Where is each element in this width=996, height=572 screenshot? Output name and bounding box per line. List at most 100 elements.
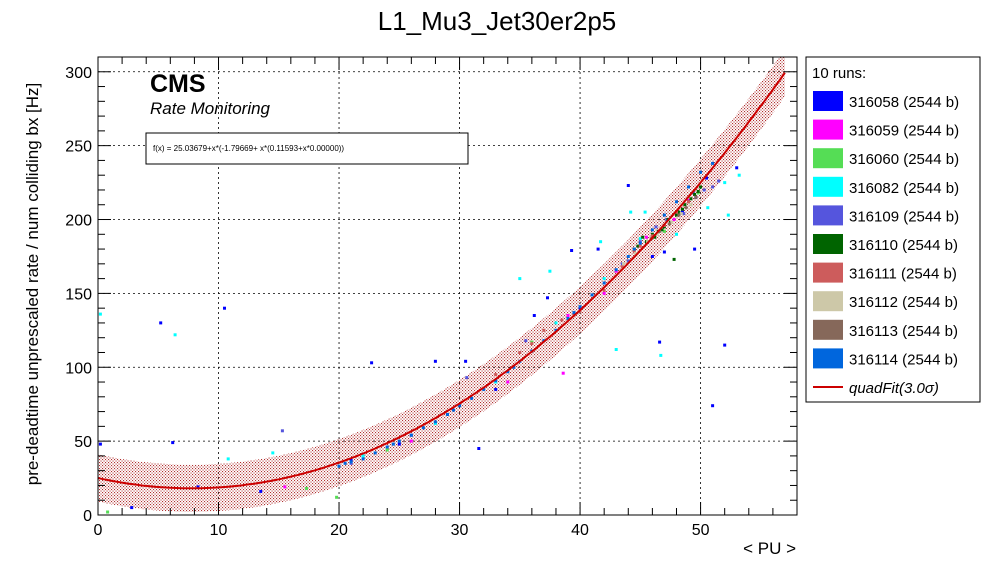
data-point bbox=[684, 206, 688, 210]
legend-swatch bbox=[813, 119, 843, 140]
data-point bbox=[638, 241, 642, 245]
data-point bbox=[570, 249, 574, 252]
data-point bbox=[494, 387, 498, 391]
axis-ticks: 0 10 20 30 40 50 0 50 100 150 200 250 300 bbox=[65, 56, 798, 539]
data-point bbox=[689, 197, 693, 201]
data-point bbox=[681, 207, 684, 211]
legend-label: 316110 (2544 b) bbox=[849, 237, 958, 254]
data-point bbox=[650, 228, 654, 232]
data-point bbox=[572, 311, 576, 315]
x-tick-label: 20 bbox=[330, 522, 348, 539]
data-point bbox=[482, 387, 486, 391]
data-point bbox=[706, 206, 710, 210]
fit-formula: f(x) = 25.03679+x*(-1.79669+ x*(0.11593+… bbox=[153, 144, 344, 153]
legend-box bbox=[805, 56, 981, 403]
data-point bbox=[634, 252, 637, 255]
plot-frame bbox=[97, 56, 798, 516]
legend-label: 316060 (2544 b) bbox=[849, 151, 959, 168]
data-point bbox=[655, 232, 659, 236]
data-point bbox=[677, 213, 681, 217]
y-tick-label: 50 bbox=[74, 434, 92, 451]
data-point bbox=[512, 365, 516, 369]
data-point bbox=[506, 380, 510, 384]
data-point bbox=[98, 312, 102, 316]
data-point bbox=[305, 486, 308, 490]
data-point bbox=[409, 439, 413, 443]
legend-header: 10 runs: bbox=[812, 65, 866, 82]
data-point bbox=[629, 210, 633, 214]
data-point bbox=[626, 259, 630, 263]
data-point bbox=[518, 277, 522, 281]
data-point bbox=[638, 237, 642, 241]
fit-line bbox=[97, 72, 786, 490]
legend-swatch bbox=[813, 262, 843, 283]
data-point bbox=[643, 210, 647, 214]
data-point bbox=[699, 185, 703, 189]
data-point bbox=[171, 441, 175, 445]
data-point bbox=[662, 250, 666, 254]
data-point bbox=[494, 373, 498, 377]
legend-label: 316114 (2544 b) bbox=[849, 351, 958, 368]
x-tick-label: 50 bbox=[692, 522, 710, 539]
data-point bbox=[658, 229, 662, 233]
data-point bbox=[349, 460, 353, 464]
data-point bbox=[638, 244, 642, 248]
data-point bbox=[650, 255, 654, 258]
data-point bbox=[689, 203, 693, 207]
y-tick-label: 150 bbox=[65, 286, 92, 303]
data-point bbox=[464, 359, 468, 363]
data-point bbox=[711, 185, 715, 189]
data-point bbox=[391, 442, 395, 446]
data-point bbox=[702, 188, 706, 192]
legend-swatch bbox=[813, 148, 843, 169]
data-point bbox=[723, 343, 727, 347]
legend-label: 316059 (2544 b) bbox=[849, 123, 959, 140]
x-tick-label: 10 bbox=[210, 522, 228, 539]
data-point bbox=[659, 353, 663, 357]
data-point bbox=[421, 426, 425, 430]
data-point bbox=[130, 506, 134, 510]
data-point bbox=[614, 268, 618, 272]
data-point bbox=[560, 318, 564, 322]
data-point bbox=[173, 333, 177, 337]
data-point bbox=[223, 306, 226, 310]
data-point bbox=[636, 244, 640, 248]
data-point bbox=[465, 376, 469, 380]
data-point bbox=[641, 235, 645, 239]
data-point bbox=[602, 288, 606, 292]
data-point bbox=[737, 173, 741, 177]
cms-label: CMS bbox=[150, 70, 206, 98]
fit-formula-box bbox=[145, 132, 469, 165]
legend-swatch bbox=[813, 319, 843, 340]
data-point bbox=[602, 277, 606, 281]
data-point bbox=[458, 404, 462, 408]
data-point bbox=[683, 203, 687, 207]
data-point bbox=[723, 181, 727, 185]
data-point bbox=[626, 255, 630, 258]
data-point bbox=[622, 262, 625, 266]
data-point bbox=[578, 305, 582, 309]
y-axis-title: pre-deadtime unprescaled rate / num coll… bbox=[23, 83, 42, 486]
data-point bbox=[280, 429, 284, 433]
data-point bbox=[644, 235, 648, 239]
legend-label: 316058 (2544 b) bbox=[849, 94, 959, 111]
legend-swatch bbox=[813, 348, 843, 369]
data-point bbox=[226, 457, 230, 461]
data-point bbox=[470, 396, 474, 400]
data-point bbox=[726, 213, 730, 217]
data-point bbox=[546, 296, 549, 300]
x-axis-title: < PU > bbox=[743, 539, 796, 558]
data-point bbox=[524, 339, 528, 343]
legend: 316058 (2544 b) 316059 (2544 b) 316060 (25… bbox=[813, 91, 959, 397]
data-point bbox=[687, 185, 690, 189]
legend-swatch bbox=[813, 91, 843, 111]
data-point bbox=[337, 464, 341, 468]
data-point bbox=[446, 413, 449, 416]
data-point bbox=[602, 281, 606, 285]
data-point bbox=[693, 192, 697, 196]
data-point bbox=[675, 213, 678, 217]
data-point bbox=[654, 225, 658, 229]
data-point bbox=[626, 184, 630, 187]
data-point bbox=[566, 314, 570, 317]
